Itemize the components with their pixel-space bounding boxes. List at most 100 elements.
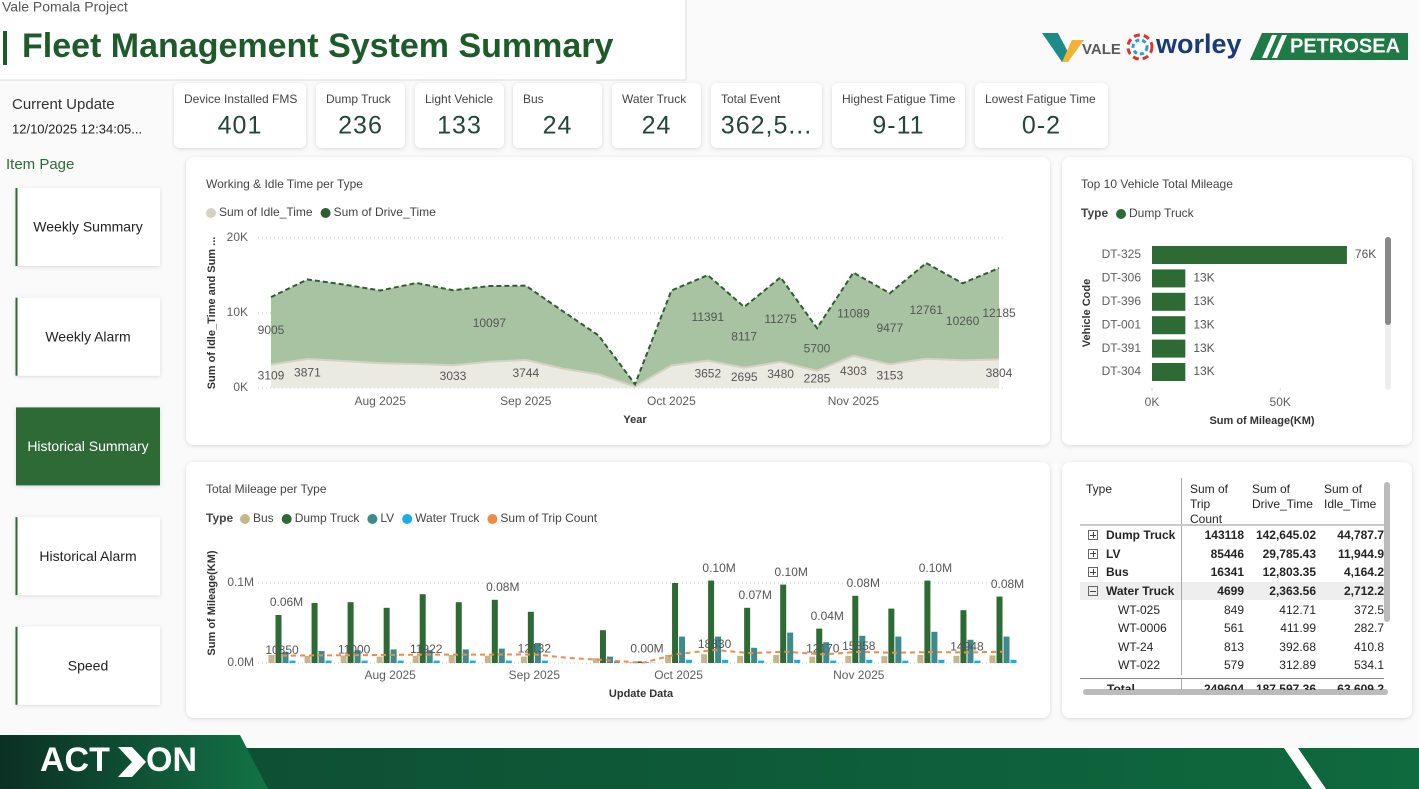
table-cell: 2,363.56	[1244, 584, 1316, 598]
x-tick-label: 50K	[1270, 395, 1291, 409]
logo-petrosea: PETROSEA	[1290, 35, 1400, 57]
kpi-card	[513, 83, 602, 148]
nav-button[interactable]: Weekly Alarm	[15, 297, 160, 376]
column-header: Sum of Drive_Time	[1252, 482, 1313, 511]
y-tick-label: DT-396	[1102, 294, 1142, 308]
nav-button-bg[interactable]	[16, 188, 160, 266]
bar	[505, 660, 512, 663]
nav-button[interactable]: Historical Alarm	[15, 517, 160, 596]
bar	[967, 639, 974, 663]
table-cell: 813	[1182, 640, 1244, 654]
kpi-value: 9-11	[872, 112, 924, 140]
bar	[383, 607, 390, 663]
cell-text: 16341	[1210, 565, 1244, 580]
petrosea-band	[1250, 33, 1408, 60]
nav-button-bg[interactable]	[16, 626, 160, 705]
expand-icon[interactable]	[1088, 567, 1098, 578]
data-label: 2285	[804, 372, 831, 386]
scrollbar[interactable]	[1083, 689, 1388, 695]
nav-label[interactable]: Historical Alarm	[39, 548, 136, 564]
bar	[462, 649, 469, 663]
nav-label[interactable]: Weekly Summary	[33, 219, 142, 235]
bar	[924, 580, 931, 663]
bar	[902, 660, 909, 663]
cell-text: WT-24	[1118, 639, 1154, 654]
cell-text: 143118	[1204, 528, 1244, 543]
x-tick-label: 0K	[1145, 395, 1160, 409]
data-label: 12185	[982, 306, 1016, 320]
data-label: 11089	[837, 306, 870, 320]
nav-button[interactable]: Weekly Summary	[15, 188, 160, 266]
y-tick-label: 0.0M	[227, 655, 254, 669]
area-line	[270, 354, 1000, 388]
bar	[361, 660, 368, 663]
x-tick-label: Aug 2025	[364, 668, 416, 682]
x-tick-label: Oct 2025	[654, 668, 703, 682]
card	[1062, 157, 1412, 445]
legend-label: Sum of Drive_Time	[334, 205, 437, 219]
bar	[325, 660, 332, 663]
data-label: 0.10M	[702, 561, 735, 575]
nav-button-bg[interactable]	[16, 407, 160, 486]
nav-button-bg[interactable]	[16, 297, 160, 376]
kpi-label: Light Vehicle	[425, 92, 493, 106]
bar	[665, 655, 672, 663]
x-tick-label: Nov 2025	[828, 394, 880, 408]
table-cell: 85446	[1182, 547, 1244, 561]
table-cell: WT-022	[1080, 656, 1182, 675]
kpi-label: Water Truck	[622, 92, 687, 106]
data-label: 0.04M	[811, 609, 844, 623]
cell-text: 412.71	[1279, 602, 1316, 617]
bar	[469, 660, 476, 663]
data-label: 3480	[767, 367, 794, 381]
nav-label[interactable]: Historical Summary	[27, 438, 148, 454]
nav-label[interactable]: Speed	[68, 658, 108, 674]
bar	[527, 611, 534, 663]
y-tick-label: DT-306	[1102, 271, 1142, 285]
bar	[953, 655, 960, 663]
column-header: Sum of Trip Count	[1190, 482, 1229, 526]
nav-button[interactable]: Speed	[15, 626, 160, 705]
cell-text: 29,785.43	[1262, 546, 1316, 561]
worley-mark	[1131, 38, 1149, 56]
cell-text: 142,645.02	[1255, 528, 1316, 543]
table-row: WT-022 579 312.89 534.1	[1080, 656, 1384, 675]
x-tick-label: Aug 2025	[355, 394, 407, 408]
column-header: Sum of Idle_Time	[1324, 482, 1377, 511]
data-label: 3153	[876, 368, 903, 382]
footer-logo-left: ACT	[40, 741, 110, 779]
bar	[275, 615, 282, 663]
bar	[996, 596, 1003, 663]
data-label: 3744	[512, 366, 539, 380]
scrollbar[interactable]	[1385, 237, 1391, 325]
data-label: 10350	[265, 643, 299, 657]
bar	[737, 655, 744, 663]
bar	[744, 607, 751, 663]
expand-icon[interactable]	[1088, 530, 1098, 541]
legend-swatch	[367, 514, 378, 524]
kpi-value: 362,5...	[721, 112, 812, 140]
data-label: 14948	[950, 640, 984, 654]
cell-text: 312.89	[1279, 658, 1316, 673]
bar	[498, 648, 505, 663]
total-cell: 63,609.2	[1337, 682, 1384, 690]
nav-label[interactable]: Weekly Alarm	[45, 328, 130, 344]
nav-button[interactable]: Historical Summary	[16, 407, 160, 486]
data-label: 13K	[1193, 294, 1214, 308]
bar	[268, 655, 275, 663]
y-tick-label: 0.1M	[227, 575, 254, 589]
bar	[672, 583, 679, 663]
x-axis-title: Sum of Mileage(KM)	[1209, 415, 1314, 427]
cell-text: 11,944.9	[1337, 546, 1384, 561]
table-cell: 2,712.2	[1316, 584, 1384, 598]
nav-button-bg[interactable]	[16, 517, 160, 596]
scrollbar[interactable]	[1384, 482, 1390, 622]
expand-icon[interactable]	[1088, 586, 1098, 597]
bar	[282, 651, 289, 663]
kpi-value: 401	[218, 112, 263, 140]
cell-text: Dump Truck	[1106, 528, 1176, 543]
kpi-card	[174, 83, 306, 148]
bar	[304, 655, 311, 663]
expand-icon[interactable]	[1088, 548, 1098, 559]
bar	[816, 628, 823, 663]
